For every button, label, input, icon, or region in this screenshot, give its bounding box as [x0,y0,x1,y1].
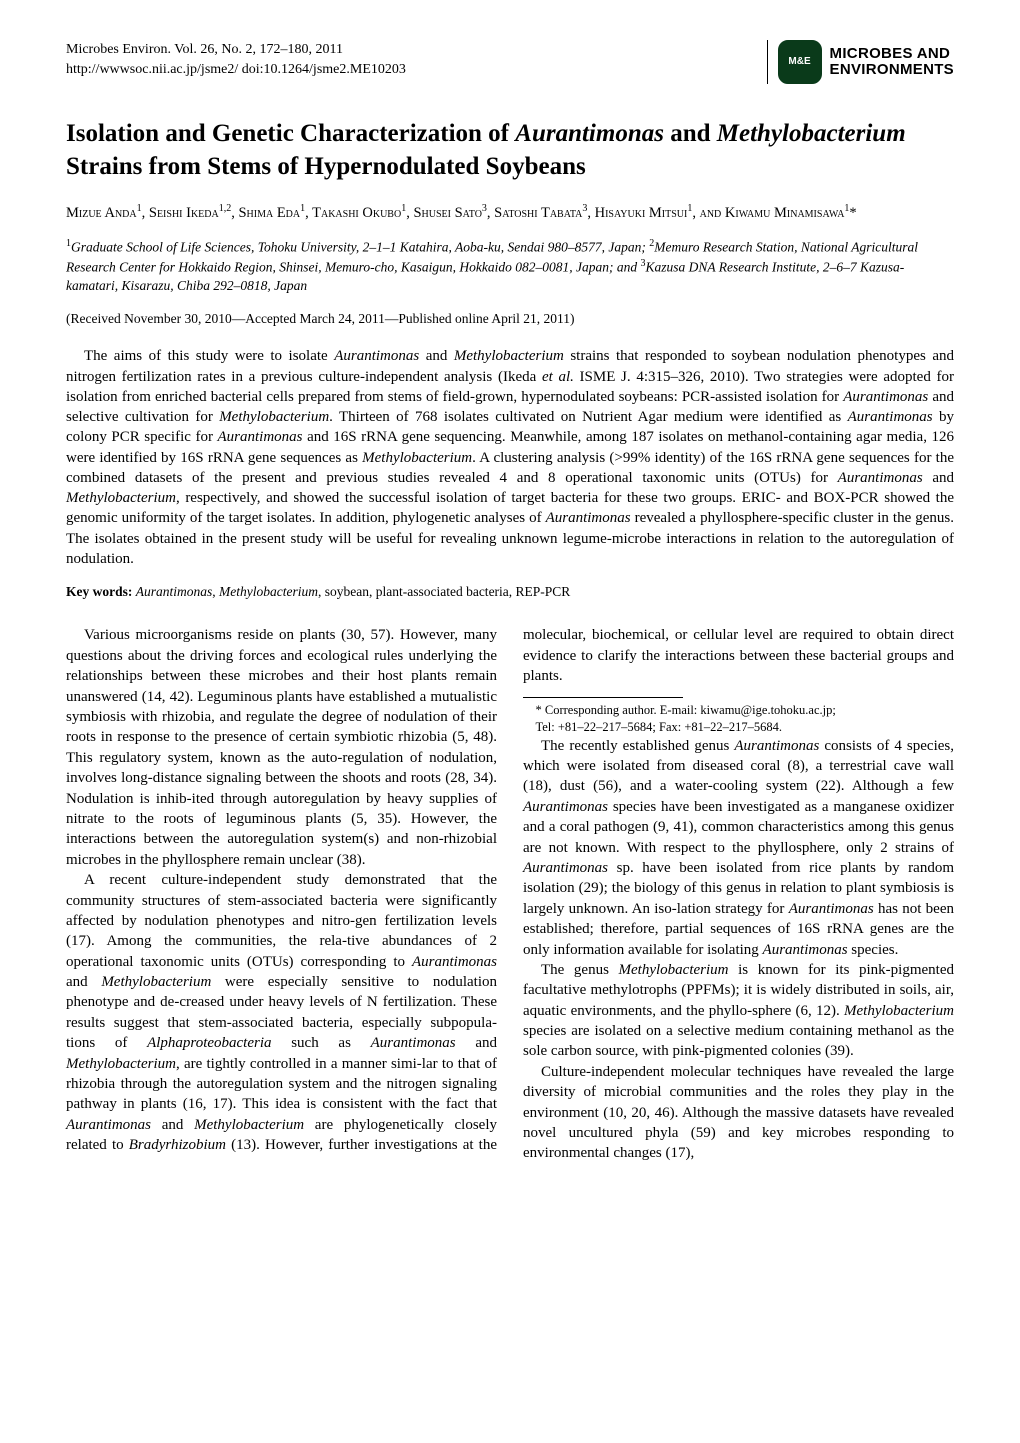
journal-line: Microbes Environ. Vol. 26, No. 2, 172–18… [66,40,406,60]
title-text: Isolation and Genetic Characterization o… [66,120,515,147]
journal-logo: M&E MICROBES AND ENVIRONMENTS [767,40,954,84]
title-genus-2: Methylobacterium [717,120,906,147]
author-name: Satoshi Tabata [494,205,582,221]
abstract-text: . Thirteen of 768 isolates cultivated on… [329,409,847,425]
body-genus: Alphaproteobacteria [147,1035,271,1051]
body-genus: Aurantimonas [523,799,608,815]
abstract-etal: et al. [542,369,574,385]
abstract-genus: Methylobacterium [454,348,564,364]
author-name: Takashi Okubo [312,205,401,221]
journal-url-doi: http://wwwsoc.nii.ac.jp/jsme2/ doi:10.12… [66,60,406,80]
author-name: Seishi Ikeda [149,205,219,221]
title-text: Strains from Stems of Hypernodulated Soy… [66,153,586,180]
author-affil-sup: 1,2 [219,203,232,214]
keyword-genus: Methylobacterium [219,584,318,599]
body-text: and [456,1035,497,1051]
body-genus: Aurantimonas [412,954,497,970]
body-text: such as [272,1035,371,1051]
keywords: Key words: Aurantimonas, Methylobacteriu… [66,583,954,601]
author-list: Mizue Anda1, Seishi Ikeda1,2, Shima Eda1… [66,201,954,225]
journal-meta: Microbes Environ. Vol. 26, No. 2, 172–18… [66,40,406,79]
article-title: Isolation and Genetic Characterization o… [66,118,954,183]
abstract-genus: Methylobacterium [66,490,176,506]
abstract-genus: Aurantimonas [848,409,933,425]
body-genus: Methylobacterium [66,1056,176,1072]
body-genus: Aurantimonas [789,901,874,917]
abstract-genus: Methylobacterium [362,450,472,466]
corresponding-footnote: * Corresponding author. E-mail: kiwamu@i… [523,702,954,736]
body-genus: Aurantimonas [371,1035,456,1051]
affil-text: Graduate School of Life Sciences, Tohoku… [71,239,649,254]
keyword-sep: , [212,584,219,599]
body-paragraph: The recently established genus Aurantimo… [523,736,954,960]
affiliations: 1Graduate School of Life Sciences, Tohok… [66,237,954,297]
body-genus: Methylobacterium [194,1117,304,1133]
body-columns: Various microorganisms reside on plants … [66,625,954,1163]
abstract-genus: Aurantimonas [838,470,923,486]
header-row: Microbes Environ. Vol. 26, No. 2, 172–18… [66,40,954,84]
title-genus-1: Aurantimonas [515,120,664,147]
logo-text: MICROBES AND ENVIRONMENTS [830,46,954,79]
body-text: The genus [541,962,619,978]
body-genus: Aurantimonas [763,942,848,958]
footnote-line: * Corresponding author. E-mail: kiwamu@i… [536,703,836,717]
body-text: and [151,1117,194,1133]
body-text: and [66,974,101,990]
page: Microbes Environ. Vol. 26, No. 2, 172–18… [0,0,1020,1204]
body-genus: Bradyrhizobium [129,1137,226,1153]
body-text: Culture-independent molecular techniques… [523,1064,954,1162]
body-genus: Methylobacterium [619,962,729,978]
keyword-genus: Aurantimonas [136,584,213,599]
body-genus: Aurantimonas [66,1117,151,1133]
abstract-genus: Aurantimonas [546,510,631,526]
author-name: Shusei Sato [413,205,481,221]
author-affil-sup: 1 [137,203,142,214]
footnote-separator [523,697,683,698]
abstract-genus: Aurantimonas [218,429,303,445]
logo-badge-icon: M&E [778,40,822,84]
author-affil-sup: 1 [300,203,305,214]
body-text: species are isolated on a selective medi… [523,1023,954,1059]
author-affil-sup: 3 [482,203,487,214]
author-name: Kiwamu Minamisawa [725,205,845,221]
corresponding-mark: * [849,205,856,221]
keywords-rest: , soybean, plant-associated bacteria, RE… [318,584,570,599]
author-affil-sup: 1 [687,203,692,214]
body-paragraph: The genus Methylobacterium is known for … [523,960,954,1062]
author-name: Hisayuki Mitsui [595,205,688,221]
author-affil-sup: 3 [582,203,587,214]
body-genus: Methylobacterium [101,974,211,990]
abstract-text: and [923,470,954,486]
logo-text-line1: MICROBES AND [830,46,954,63]
body-text: species. [848,942,899,958]
body-text: idea is consistent with the fact that [275,1096,497,1112]
body-paragraph: Culture-independent molecular techniques… [523,1062,954,1164]
abstract-text: and [419,348,454,364]
author-affil-sup: 1 [401,203,406,214]
abstract: The aims of this study were to isolate A… [66,346,954,569]
keywords-label: Key words: [66,584,136,599]
footnote-block: * Corresponding author. E-mail: kiwamu@i… [523,697,954,736]
abstract-genus: Aurantimonas [334,348,419,364]
footnote-line: Tel: +81–22–217–5684; Fax: +81–22–217–56… [523,720,782,734]
abstract-genus: Methylobacterium [219,409,329,425]
author-name: Shima Eda [238,205,300,221]
body-genus: Aurantimonas [734,738,819,754]
logo-text-line2: ENVIRONMENTS [830,62,954,79]
author-name: Mizue Anda [66,205,137,221]
body-genus: Methylobacterium [844,1003,954,1019]
title-text: and [664,120,717,147]
abstract-text: The aims of this study were to isolate [84,348,334,364]
body-genus: Aurantimonas [523,860,608,876]
body-text: The recently established genus [541,738,734,754]
body-paragraph: Various microorganisms reside on plants … [66,625,497,870]
article-dates: (Received November 30, 2010—Accepted Mar… [66,310,954,328]
body-text: Various microorganisms reside on plants … [66,627,497,867]
abstract-genus: Aurantimonas [843,389,928,405]
